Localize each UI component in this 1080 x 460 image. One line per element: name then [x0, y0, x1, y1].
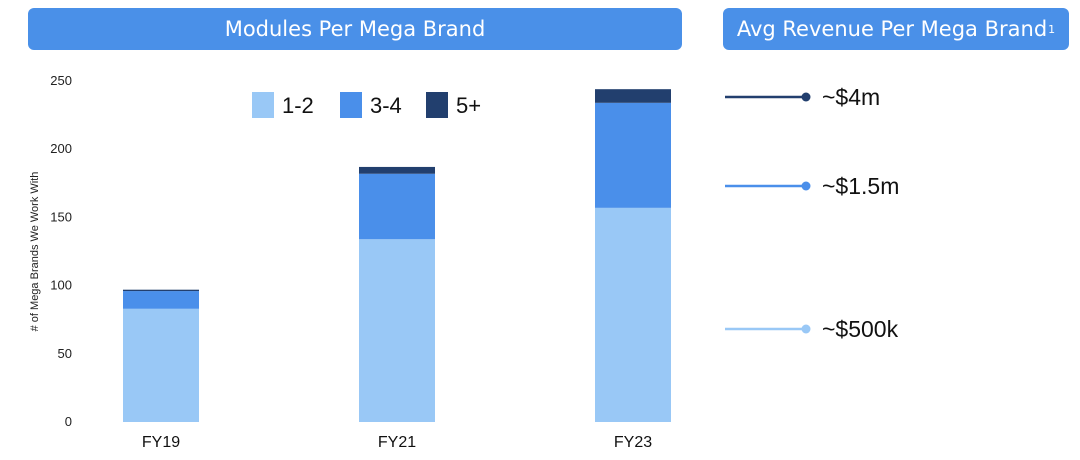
bar-segment [595, 102, 671, 208]
revenue-marker-label: ~$500k [822, 316, 899, 342]
revenue-banner: Avg Revenue Per Mega Brand 1 [723, 8, 1069, 50]
y-tick-label: 100 [50, 278, 72, 293]
bar-segment [595, 89, 671, 103]
y-tick-label: 200 [50, 141, 72, 156]
bar-segment [595, 207, 671, 422]
revenue-marker-dot [801, 181, 811, 191]
modules-banner-title: Modules Per Mega Brand [224, 17, 486, 41]
legend-swatch [426, 92, 448, 118]
bar-segment [123, 291, 199, 309]
y-tick-label: 50 [58, 346, 72, 361]
revenue-banner-title: Avg Revenue Per Mega Brand [736, 17, 1048, 41]
x-category-label: FY23 [614, 434, 652, 451]
revenue-marker-label: ~$1.5m [822, 173, 899, 199]
modules-banner: Modules Per Mega Brand [28, 8, 682, 50]
bar-segment [359, 173, 435, 240]
legend-label: 5+ [456, 93, 481, 118]
x-category-label: FY19 [142, 434, 180, 451]
bar-segment [359, 166, 435, 174]
legend-label: 3-4 [370, 93, 402, 118]
y-tick-label: 250 [50, 73, 72, 88]
revenue-footnote: 1 [1048, 22, 1056, 36]
legend-swatch [340, 92, 362, 118]
bar-segment [123, 289, 199, 292]
y-tick-label: 150 [50, 209, 72, 224]
x-category-label: FY21 [378, 434, 416, 451]
revenue-marker-label: ~$4m [822, 84, 880, 110]
y-tick-label: 0 [65, 414, 72, 429]
bar-segment [359, 239, 435, 422]
revenue-marker-dot [801, 324, 811, 334]
legend-swatch [252, 92, 274, 118]
bar-segment [123, 308, 199, 422]
y-axis-title: # of Mega Brands We Work With [29, 172, 41, 332]
revenue-marker-dot [801, 92, 811, 102]
legend-label: 1-2 [282, 93, 314, 118]
